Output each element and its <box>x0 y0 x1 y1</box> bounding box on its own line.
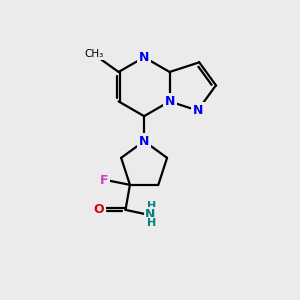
Text: O: O <box>94 203 104 216</box>
Text: N: N <box>139 51 149 64</box>
Text: F: F <box>100 174 109 187</box>
Text: H: H <box>147 201 156 211</box>
Text: N: N <box>164 95 175 108</box>
Text: CH₃: CH₃ <box>84 49 103 59</box>
Text: N: N <box>139 135 149 148</box>
Text: N: N <box>192 104 203 117</box>
Text: H: H <box>147 218 156 227</box>
Text: N: N <box>145 208 156 221</box>
